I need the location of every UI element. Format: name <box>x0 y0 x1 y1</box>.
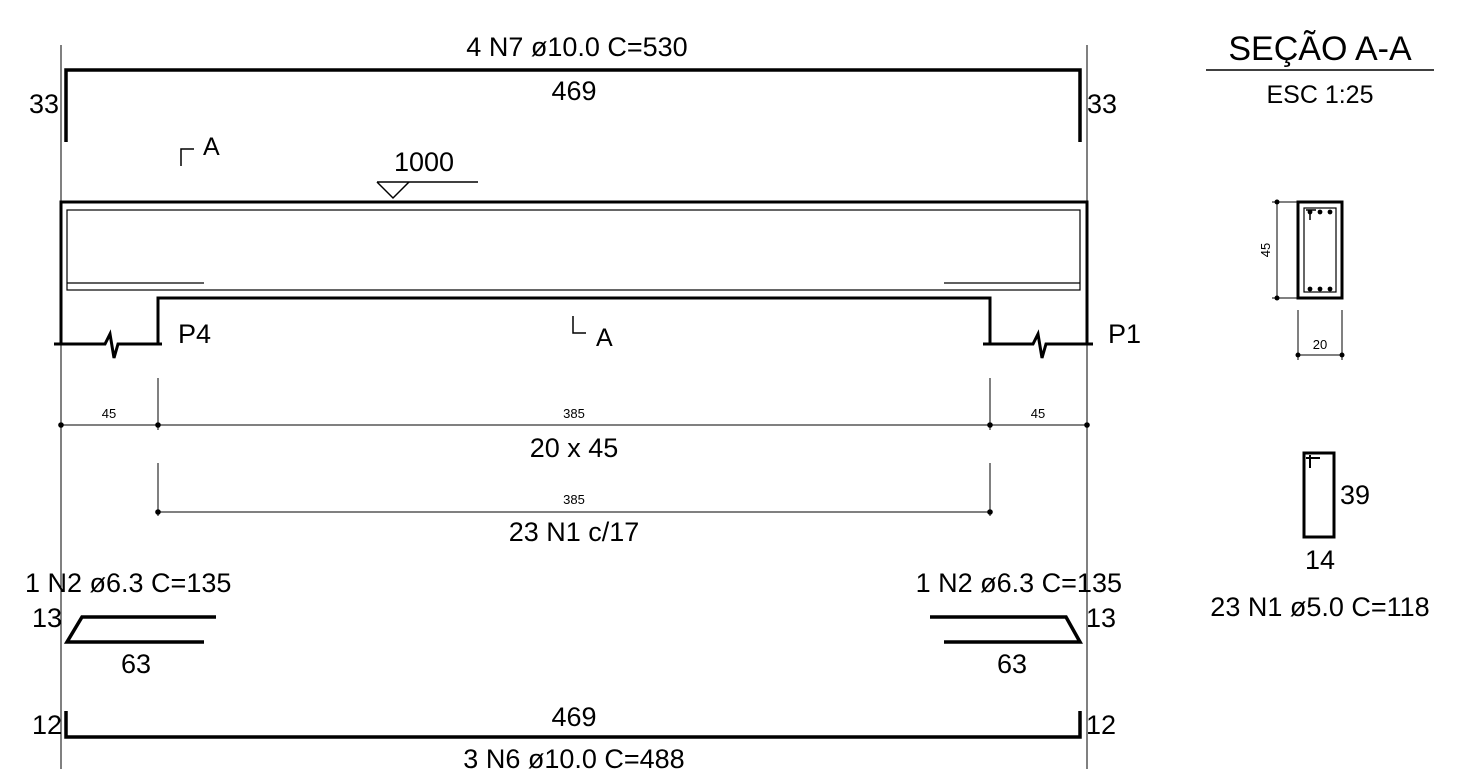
dim-span: 385 <box>563 406 585 421</box>
section-detail: SEÇÃO A-A ESC 1:25 45 20 <box>1206 30 1434 360</box>
n2-left-length: 63 <box>121 649 151 679</box>
stirrup-span: 385 <box>563 492 585 507</box>
section-cut-top: A <box>180 133 220 166</box>
stirrup-detail-width: 14 <box>1305 545 1335 575</box>
section-title: SEÇÃO A-A <box>1228 30 1412 68</box>
beam-elevation <box>54 200 1093 359</box>
n2-left-label: 1 N2 ø6.3 C=135 <box>25 568 231 598</box>
level-mark: 1000 <box>376 147 478 200</box>
n2-right-label: 1 N2 ø6.3 C=135 <box>916 568 1122 598</box>
stirrup-label: 23 N1 c/17 <box>509 517 640 547</box>
section-width: 20 <box>1313 337 1327 352</box>
level-value: 1000 <box>394 147 454 177</box>
n2-left-hook: 13 <box>32 603 62 633</box>
reference-lines <box>60 45 1088 769</box>
stirrup-distribution: 385 23 N1 c/17 <box>155 463 993 547</box>
stirrup-detail-label: 23 N1 ø5.0 C=118 <box>1210 592 1429 622</box>
support-left-label: P4 <box>178 319 211 349</box>
dim-right: 45 <box>1031 406 1045 421</box>
section-mark-top: A <box>203 133 220 161</box>
top-bar-hook-left: 33 <box>29 89 59 119</box>
bottom-bar-hook-right: 12 <box>1086 710 1116 740</box>
n2-right-bar: 1 N2 ø6.3 C=135 13 63 <box>916 568 1122 679</box>
dim-left: 45 <box>102 406 116 421</box>
stirrup-detail: 39 14 23 N1 ø5.0 C=118 <box>1210 451 1430 622</box>
bottom-bar-hook-left: 12 <box>32 710 62 740</box>
section-cut-bottom: A <box>572 316 613 352</box>
top-bar-hook-right: 33 <box>1087 89 1117 119</box>
bottom-bar-length: 469 <box>551 702 596 732</box>
top-bar-length: 469 <box>551 76 596 106</box>
n2-right-length: 63 <box>997 649 1027 679</box>
dimension-line-main: 45 385 45 20 x 45 <box>58 378 1090 463</box>
section-mark-bottom: A <box>596 324 613 352</box>
section-height: 45 <box>1258 243 1273 257</box>
n2-left-bar: 1 N2 ø6.3 C=135 13 63 <box>25 568 231 679</box>
bottom-bar: 469 12 12 3 N6 ø10.0 C=488 <box>32 702 1116 769</box>
beam-size: 20 x 45 <box>530 433 619 463</box>
top-bar-label: 4 N7 ø10.0 C=530 <box>466 32 687 62</box>
bottom-bar-label: 3 N6 ø10.0 C=488 <box>463 744 684 769</box>
top-bar: 4 N7 ø10.0 C=530 469 33 33 <box>29 32 1117 142</box>
n2-right-hook: 13 <box>1086 603 1116 633</box>
section-scale: ESC 1:25 <box>1266 81 1373 109</box>
stirrup-detail-height: 39 <box>1340 480 1370 510</box>
support-right-label: P1 <box>1108 319 1141 349</box>
